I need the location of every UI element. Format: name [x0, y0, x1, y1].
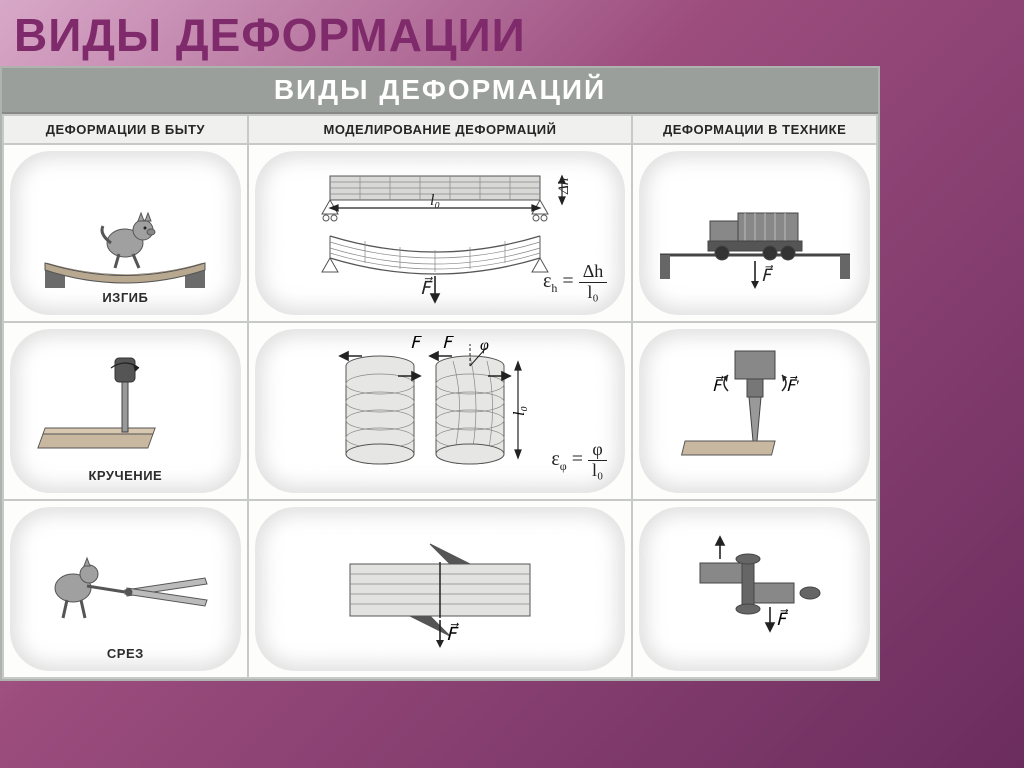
label-bending: ИЗГИБ — [10, 290, 241, 305]
svg-text:F⃗: F⃗ — [446, 623, 459, 644]
svg-text:F⃗: F⃗ — [410, 336, 423, 352]
cell-shear-home: СРЕЗ — [10, 507, 241, 671]
cell-shear-model: F⃗ — [255, 507, 626, 671]
col-tech: ДЕФОРМАЦИИ В ТЕХНИКЕ — [632, 115, 877, 144]
cell-bending-home: ИЗГИБ — [10, 151, 241, 315]
cell-torsion-model: φ F⃗ F⃗ l₀ — [255, 329, 626, 493]
svg-text:l₀: l₀ — [511, 406, 528, 416]
row-shear: СРЕЗ — [3, 500, 877, 678]
l0-label: l₀ — [430, 192, 440, 209]
svg-text:F⃗: F⃗ — [761, 265, 774, 285]
cell-bending-model: l₀ Δh — [255, 151, 626, 315]
svg-text:F⃗: F⃗ — [776, 609, 789, 629]
cell-bending-tech: F⃗ — [639, 151, 870, 315]
slide-title: ВИДЫ ДЕФОРМАЦИИ — [0, 0, 1024, 64]
svg-text:F⃗: F⃗ — [442, 336, 455, 352]
deformation-table: ДЕФОРМАЦИИ В БЫТУ МОДЕЛИРОВАНИЕ ДЕФОРМАЦ… — [2, 114, 878, 679]
board-header: ВИДЫ ДЕФОРМАЦИЙ — [2, 68, 878, 114]
col-home: ДЕФОРМАЦИИ В БЫТУ — [3, 115, 248, 144]
label-shear: СРЕЗ — [10, 646, 241, 661]
row-bending: ИЗГИБ — [3, 144, 877, 322]
svg-text:F⃗: F⃗ — [712, 375, 724, 395]
col-model: МОДЕЛИРОВАНИЕ ДЕФОРМАЦИЙ — [248, 115, 633, 144]
cell-torsion-tech: F⃗ F⃗′ — [639, 329, 870, 493]
formula-bending: εh = Δhl₀ — [543, 262, 607, 303]
deformation-board: ВИДЫ ДЕФОРМАЦИЙ ДЕФОРМАЦИИ В БЫТУ МОДЕЛИ… — [0, 66, 880, 681]
cell-torsion-home: КРУЧЕНИЕ — [10, 329, 241, 493]
row-torsion: КРУЧЕНИЕ — [3, 322, 877, 500]
label-torsion: КРУЧЕНИЕ — [10, 468, 241, 483]
cell-shear-tech: F⃗ — [639, 507, 870, 671]
svg-text:F⃗′: F⃗′ — [786, 375, 799, 395]
dh-label: Δh — [556, 178, 572, 195]
svg-text:φ: φ — [480, 337, 489, 354]
formula-torsion: εφ = φl₀ — [551, 440, 607, 481]
